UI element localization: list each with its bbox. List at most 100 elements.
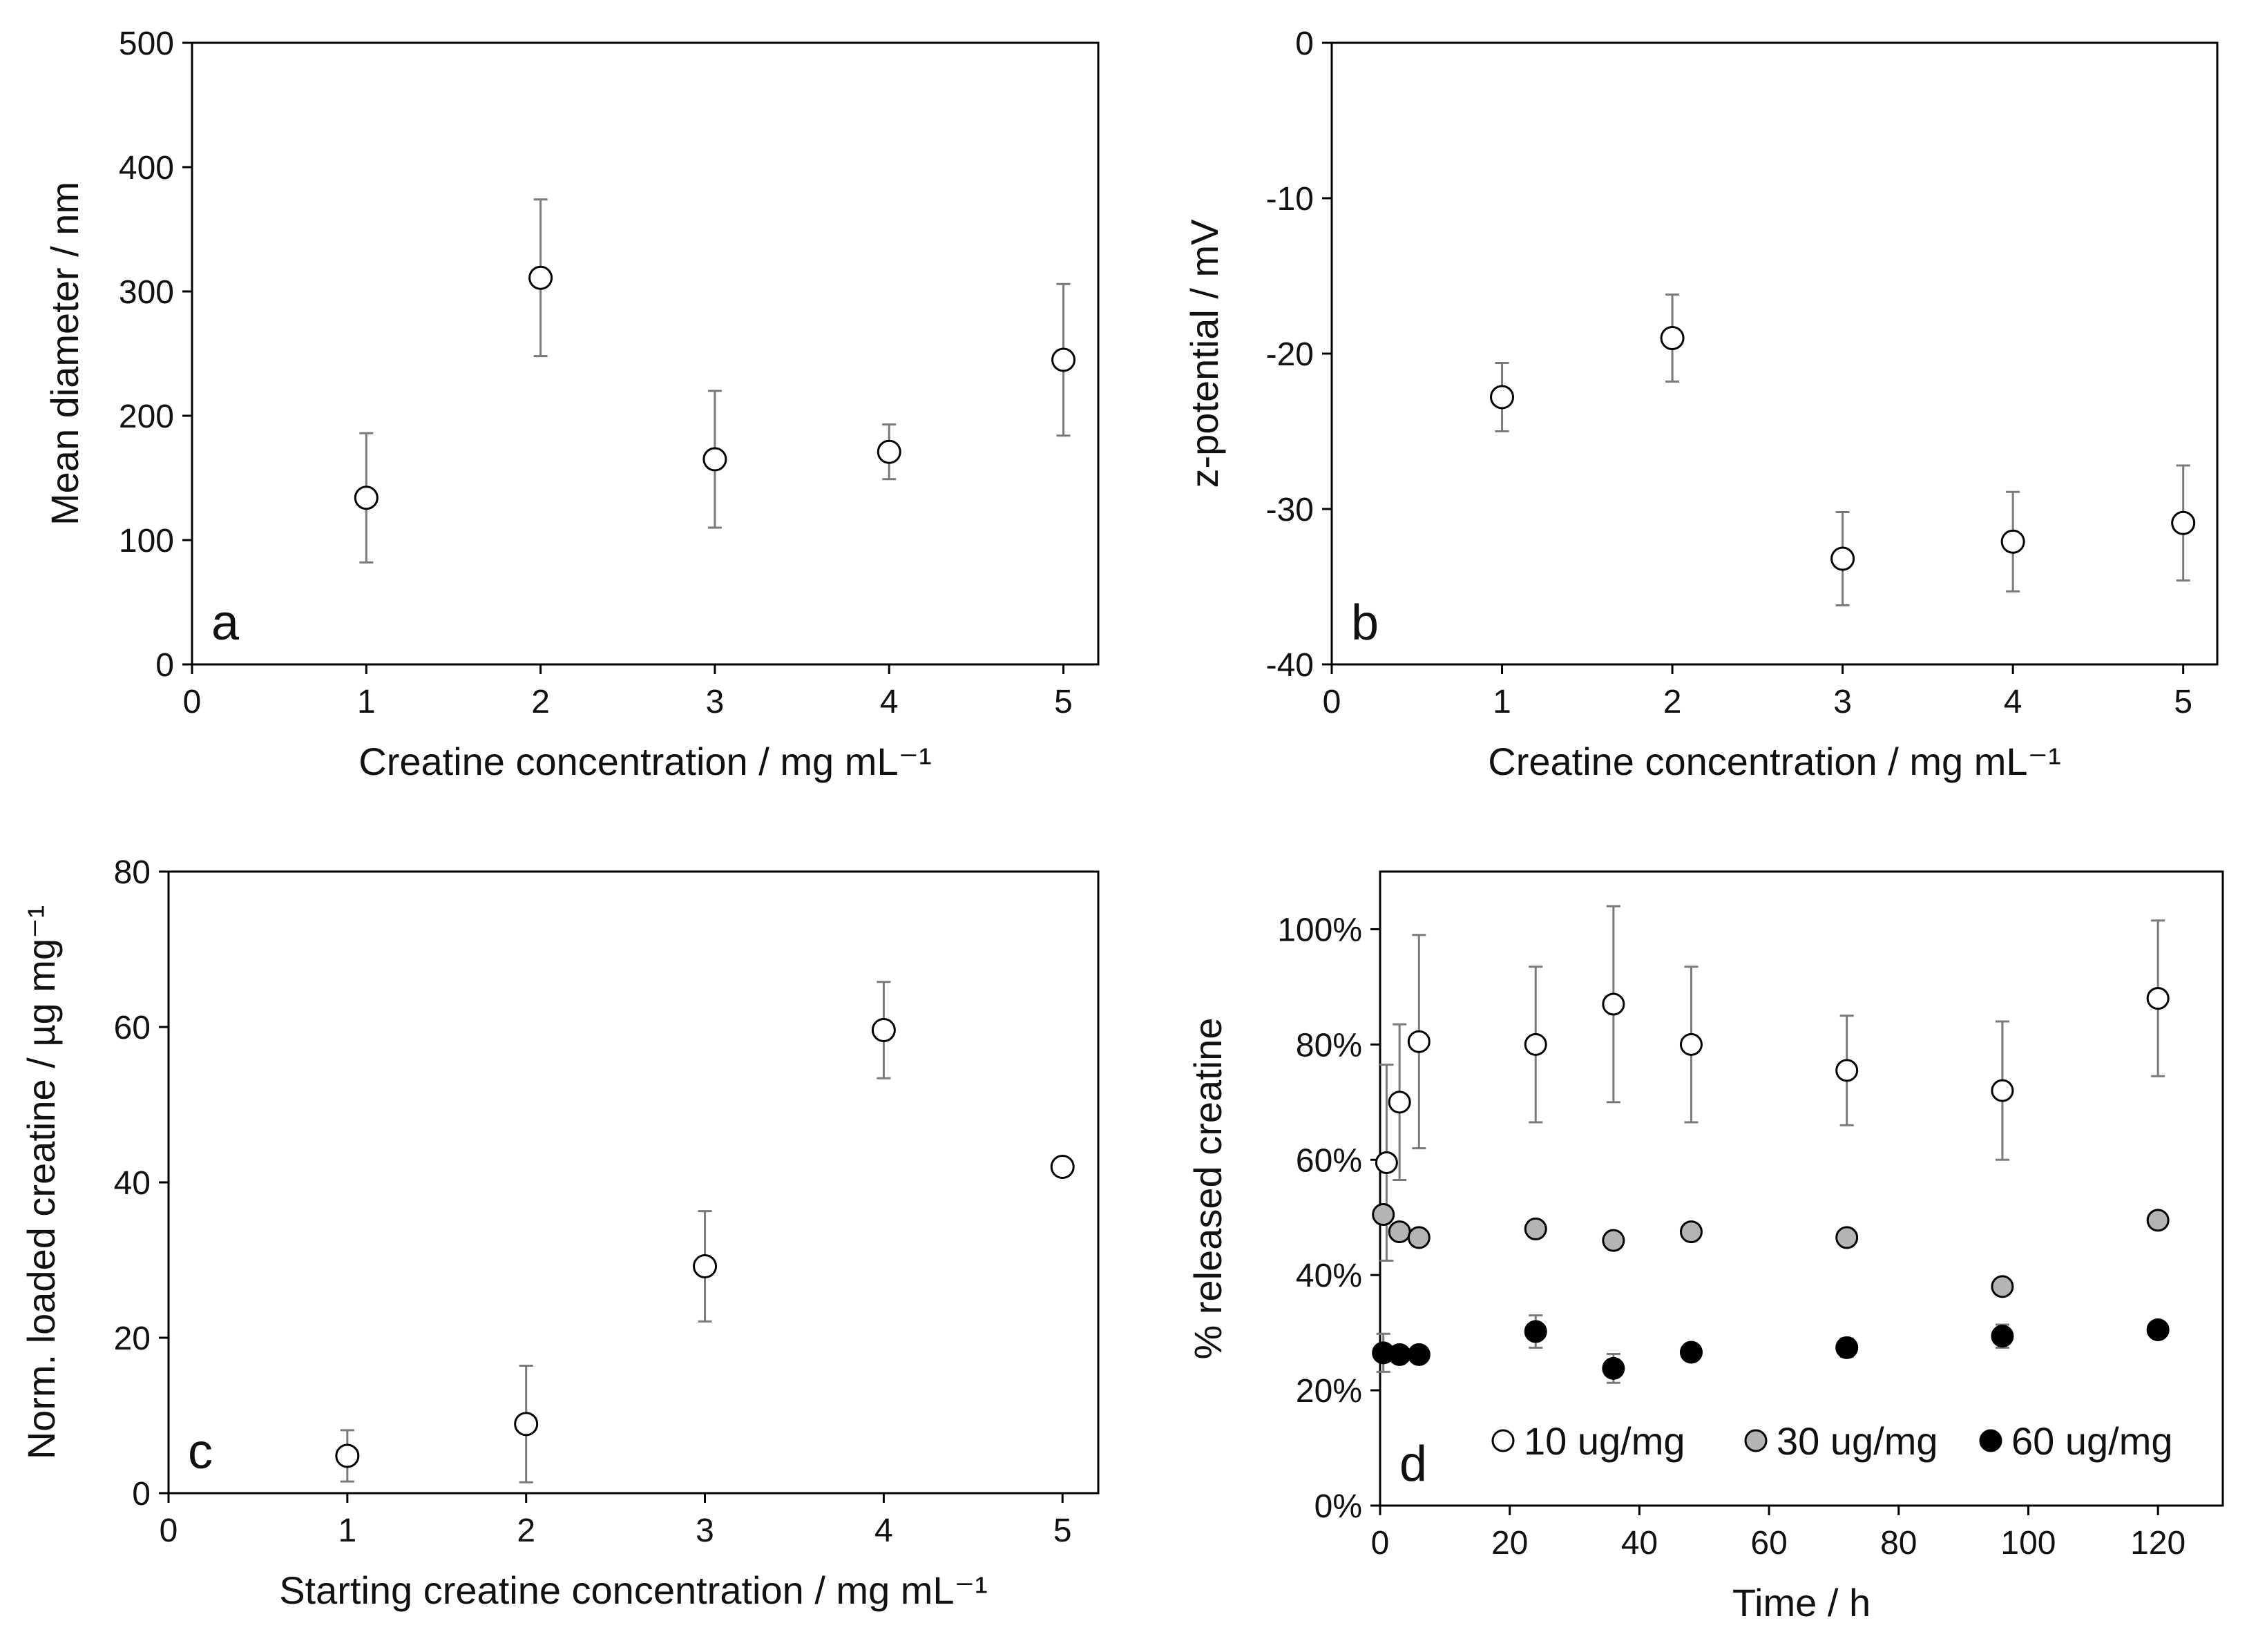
x-tick-label: 0	[183, 684, 202, 720]
x-tick-label: 0	[1371, 1525, 1390, 1562]
x-tick-label: 80	[1880, 1525, 1917, 1562]
y-tick-label: 400	[119, 150, 174, 186]
data-point	[1679, 1220, 1703, 1244]
panel-d: 0 20 40 60 80 100 120 0% 20% 40% 60% 80% 100% Time / …	[1186, 870, 2224, 1624]
y-tick-label: 500	[119, 26, 174, 62]
x-tick-label: 3	[706, 684, 725, 720]
y-tick-label: 80	[114, 854, 151, 891]
x-tick-label: 60	[1750, 1525, 1787, 1562]
data-point	[2000, 529, 2025, 554]
x-tick-label: 40	[1621, 1525, 1658, 1562]
y-tick-label: 0	[155, 647, 174, 684]
y-tick-label: 100%	[1277, 912, 1362, 948]
data-point	[1679, 1032, 1703, 1056]
x-axis-label: Creatine concentration / mg mL⁻¹	[358, 740, 931, 783]
panel-letter: c	[188, 1424, 213, 1479]
panel-b: 0 1 2 3 4 5 0 -10 -20 -30 -40 Creatine concentratio…	[1183, 26, 2219, 783]
y-tick-label: 0	[1295, 26, 1314, 62]
data-point	[1679, 1341, 1703, 1364]
y-tick-label: -40	[1266, 647, 1314, 684]
legend-label: 60 ug/mg	[2011, 1419, 2173, 1463]
data-point	[1051, 347, 1076, 372]
data-point	[514, 1412, 539, 1437]
data-point	[1388, 1220, 1411, 1244]
data-point	[528, 265, 553, 290]
data-point	[877, 439, 901, 464]
data-point	[2171, 510, 2196, 535]
y-tick-label: -20	[1266, 336, 1314, 373]
y-tick-label: 40	[114, 1165, 151, 1202]
data-point	[1602, 1356, 1625, 1380]
x-tick-label: 5	[1053, 1512, 1072, 1549]
y-tick-label: 20	[114, 1320, 151, 1357]
series-3	[1372, 1314, 2170, 1384]
x-tick-label: 20	[1491, 1525, 1528, 1562]
y-axis-label: % released creatine	[1186, 1018, 1230, 1360]
legend: 10 ug/mg 30 ug/mg 60 ug/mg	[1491, 1419, 2173, 1463]
data-point	[693, 1254, 718, 1278]
data-point	[1835, 1336, 1859, 1359]
y-tick-label: 60%	[1296, 1142, 1362, 1179]
legend-marker	[1491, 1429, 1515, 1452]
x-tick-label: 100	[2000, 1525, 2056, 1562]
plot-frame	[191, 41, 1100, 666]
series-1	[335, 981, 1075, 1483]
data-point	[1524, 1320, 1547, 1343]
x-tick-label: 4	[880, 684, 899, 720]
data-point	[354, 486, 379, 510]
x-tick-label: 5	[1054, 684, 1073, 720]
y-tick-label: 0	[132, 1476, 151, 1512]
legend-marker	[1744, 1429, 1768, 1452]
data-point	[1388, 1343, 1411, 1366]
y-axis-label: Mean diameter / nm	[43, 182, 86, 526]
y-tick-label: -10	[1266, 181, 1314, 218]
data-point	[1407, 1343, 1431, 1366]
series-2	[1372, 1203, 2170, 1298]
x-tick-label: 4	[874, 1512, 893, 1549]
y-tick-label: -30	[1266, 492, 1314, 528]
data-point	[1830, 546, 1855, 571]
data-point	[335, 1443, 360, 1468]
legend-label: 30 ug/mg	[1777, 1419, 1938, 1463]
series-1	[1490, 294, 2196, 606]
data-point	[1372, 1203, 1395, 1227]
data-point	[1050, 1155, 1075, 1179]
data-point	[1388, 1091, 1411, 1114]
x-axis-label: Starting creatine concentration / mg mL⁻…	[279, 1568, 988, 1612]
y-axis-label: z-potential / mV	[1183, 219, 1226, 488]
y-tick-label: 20%	[1296, 1373, 1362, 1410]
plot-frame	[1379, 870, 2224, 1507]
data-point	[1991, 1275, 2014, 1298]
data-point	[702, 447, 727, 472]
panel-a: 0 1 2 3 4 5 0 100 200 300 400 500 Creatine concentra…	[43, 26, 1100, 783]
panel-c: 0 1 2 3 4 5 0 20 40 60 80 Starting creatine concent…	[19, 854, 1100, 1612]
plot-frame	[167, 870, 1100, 1495]
x-tick-label: 2	[531, 684, 550, 720]
data-point	[1602, 992, 1625, 1016]
data-point	[871, 1018, 896, 1042]
x-tick-label: 2	[1663, 684, 1682, 720]
y-axis-label: Norm. loaded creatine / µg mg⁻¹	[19, 905, 63, 1460]
x-tick-label: 1	[338, 1512, 356, 1549]
series-1	[354, 198, 1076, 564]
panel-letter: d	[1399, 1437, 1427, 1492]
x-axis-label: Creatine concentration / mg mL⁻¹	[1488, 740, 2060, 783]
x-tick-label: 2	[517, 1512, 535, 1549]
y-tick-label: 40%	[1296, 1258, 1362, 1294]
data-point	[1490, 385, 1515, 410]
x-tick-label: 3	[1833, 684, 1852, 720]
data-point	[1524, 1217, 1547, 1240]
y-tick-label: 80%	[1296, 1027, 1362, 1064]
data-point	[1991, 1079, 2014, 1102]
plot-frame	[1330, 41, 2219, 666]
y-tick-label: 60	[114, 1010, 151, 1046]
y-tick-label: 200	[119, 398, 174, 435]
data-point	[1835, 1226, 1859, 1249]
series-1	[1375, 905, 2170, 1262]
data-point	[1524, 1032, 1547, 1056]
x-tick-label: 5	[2174, 684, 2192, 720]
x-tick-label: 120	[2130, 1525, 2185, 1562]
x-axis-label: Time / h	[1732, 1581, 1871, 1624]
data-point	[1407, 1030, 1431, 1053]
